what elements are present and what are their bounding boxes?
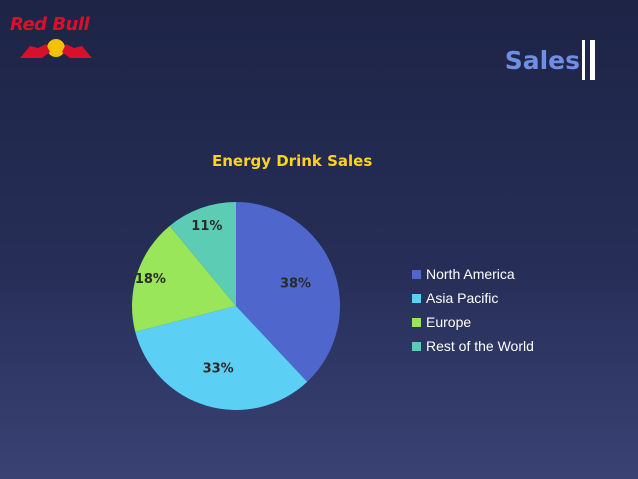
pie-slice-north-america <box>236 202 341 382</box>
data-label-rest-of-the-world: 11% <box>191 219 222 234</box>
red-bull-logo: Red Bull <box>10 14 102 66</box>
charging-bulls-icon <box>20 39 92 58</box>
data-label-asia-pacific: 33% <box>203 361 234 376</box>
legend-label: Rest of the World <box>426 338 534 354</box>
legend-swatch <box>412 293 421 303</box>
data-label-north-america: 38% <box>280 276 311 291</box>
legend-swatch <box>412 317 421 327</box>
legend-item-asia-pacific: Asia Pacific <box>412 286 534 310</box>
legend-label: North America <box>426 266 515 282</box>
legend-item-north-america: North America <box>412 262 534 286</box>
legend-item-rest-of-the-world: Rest of the World <box>412 334 534 358</box>
pie-slice-europe <box>132 225 236 332</box>
chart-legend: North America Asia Pacific Europe Rest of t… <box>412 262 534 358</box>
data-label-europe: 18% <box>135 272 166 287</box>
legend-swatch <box>412 341 421 351</box>
legend-swatch <box>412 269 421 279</box>
pie-slice-asia-pacific <box>135 306 308 411</box>
title-accent-bar <box>582 40 585 80</box>
title-accent-bar-right <box>590 40 595 80</box>
logo-text: Red Bull <box>10 14 90 35</box>
slide-title: Sales <box>504 46 580 75</box>
legend-label: Europe <box>426 314 472 330</box>
pie-slice-rest-of-the-world <box>169 202 236 306</box>
chart-title: Energy Drink Sales <box>212 152 373 170</box>
legend-label: Asia Pacific <box>426 290 499 306</box>
legend-item-europe: Europe <box>412 310 534 334</box>
